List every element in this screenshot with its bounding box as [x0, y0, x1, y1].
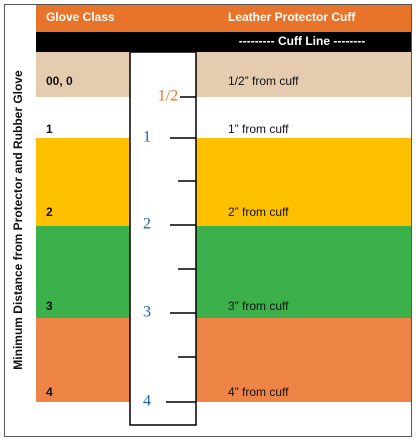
row-band [36, 226, 411, 318]
distance: 4” from cuff [228, 385, 289, 399]
glove-class: 2 [46, 205, 53, 219]
ruler-label: 2 [143, 216, 151, 233]
ruler-label: 1/2 [158, 88, 178, 105]
row-band [36, 52, 411, 97]
glove-class: 00, 0 [46, 74, 73, 88]
header-bar [36, 5, 411, 32]
cuff-line: --------- Cuff Line -------- [239, 34, 366, 48]
distance: 2” from cuff [228, 205, 289, 219]
cuff-line-bar [36, 32, 411, 52]
column-header: Leather Protector Cuff [228, 10, 356, 24]
side-label: Minimum Distance from Protector and Rubb… [11, 70, 25, 370]
distance: 1” from cuff [228, 122, 289, 136]
row-band [36, 97, 411, 138]
distance: 1/2” from cuff [228, 74, 299, 88]
ruler-label: 4 [143, 393, 151, 410]
glove-class: 3 [46, 299, 53, 313]
glove-class: 4 [46, 385, 53, 399]
row-band [36, 318, 411, 402]
ruler-label: 3 [143, 304, 151, 321]
glove-class: 1 [46, 122, 53, 136]
ruler-label: 1 [143, 129, 151, 146]
column-header: Glove Class [46, 10, 115, 24]
row-band [36, 138, 411, 226]
ruler [129, 51, 197, 426]
distance: 3” from cuff [228, 299, 289, 313]
